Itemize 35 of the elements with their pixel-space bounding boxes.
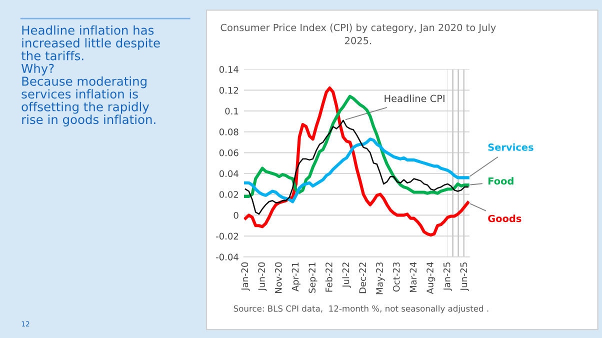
y-tick-label: 0.04 — [219, 170, 238, 178]
chart-title: Consumer Price Index (CPI) by category, Jan 2020 to July 2025. — [220, 24, 496, 44]
x-tick-label: Jun-20 — [258, 262, 267, 292]
y-tick-label: -0.02 — [216, 232, 238, 240]
x-tick-label: Feb-22 — [325, 262, 332, 292]
x-tick-label: Sep-21 — [308, 262, 318, 293]
line-series — [244, 86, 470, 237]
y-tick-label: 0 — [234, 212, 238, 219]
x-tick-label: Nov-20 — [274, 262, 282, 293]
x-tick-label: Aug-24 — [426, 262, 436, 294]
y-tick-label: 0.14 — [219, 66, 238, 73]
line-series — [244, 138, 470, 204]
y-tick-label: 0.08 — [219, 128, 238, 136]
text: Headline CPI — [384, 94, 444, 102]
y-tick-label: 0.02 — [219, 191, 238, 198]
x-tick-label: Apr-21 — [292, 262, 300, 292]
y-tick-label: 0.12 — [219, 86, 238, 94]
line-series — [244, 120, 468, 215]
text: Goods — [488, 214, 522, 222]
text: Services — [488, 143, 534, 151]
source-note: Source: BLS CPI data, 12-month %, not seasonally adjusted . — [234, 305, 488, 314]
x-tick-label: Mar-24 — [410, 262, 417, 292]
x-tick-label: Jul-22 — [342, 262, 351, 288]
x-tick-label: Jun-25 — [460, 262, 469, 292]
x-tick-label: Jan-25 — [443, 262, 452, 291]
x-tick-label: Oct-23 — [392, 262, 400, 292]
line-series — [244, 94, 470, 198]
y-tick-label: 0.1 — [225, 108, 238, 115]
text: Food — [488, 177, 514, 185]
x-tick-label: Jan-20 — [241, 262, 250, 291]
y-tick-label: 0.06 — [219, 149, 238, 156]
x-tick-label: May-23 — [376, 262, 385, 294]
text: Headline inflation has increased little despite the tariffs. Why? Because moderating services inflation is offsetting the rapidly rise in goods inflation. — [21, 25, 160, 126]
y-tick-label: -0.04 — [216, 254, 238, 260]
x-tick-label: Dec-22 — [359, 262, 366, 294]
